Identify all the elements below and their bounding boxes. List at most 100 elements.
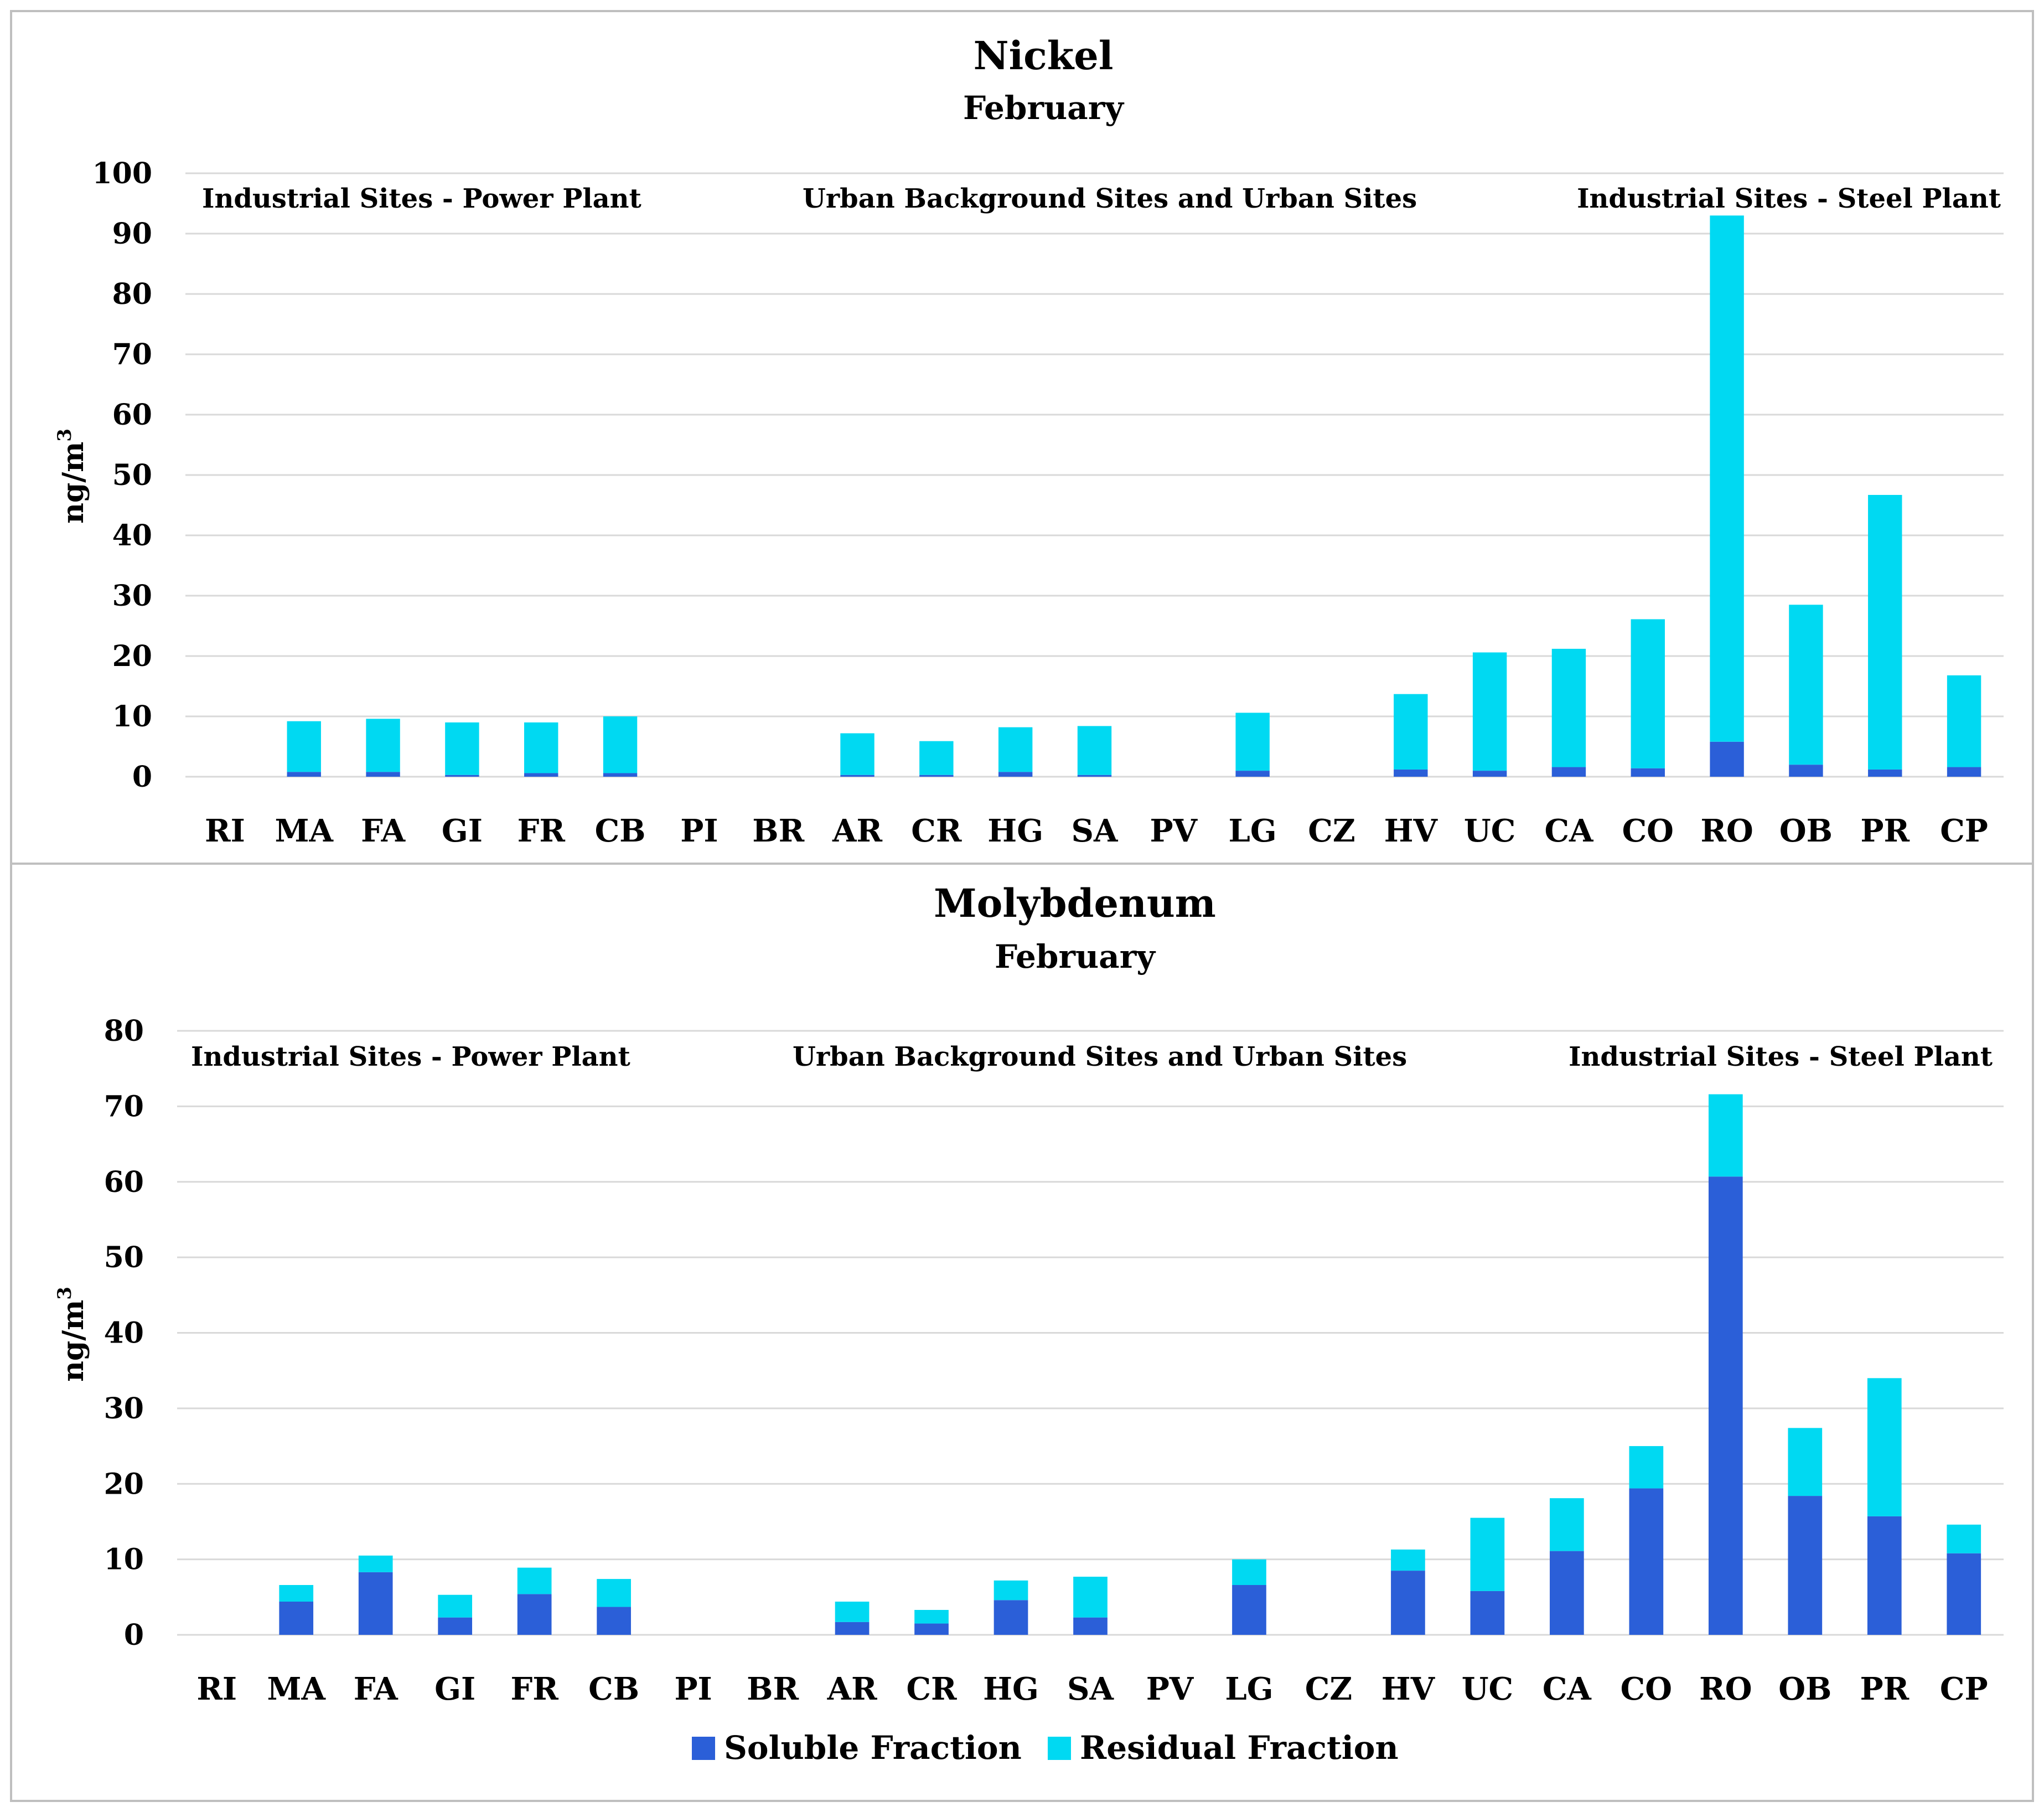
nickel-bar-ca-soluble	[1551, 767, 1586, 777]
molybdenum-bar-pr-soluble	[1867, 1516, 1902, 1635]
nickel-chart-panel: Nickel February ng/m3 0 10 20 30 40 50 60 70 80 9…	[10, 10, 2034, 865]
nickel-bar-ar-soluble	[840, 775, 874, 777]
nickel-bar-cp-soluble	[1947, 767, 1981, 777]
molybdenum-region-label: Industrial Sites - Steel Plant	[1569, 1041, 1993, 1072]
nickel-chart-frame	[10, 10, 2034, 865]
molybdenum-bar-cr-residual	[914, 1609, 949, 1624]
molybdenum-x-tick-label: SA	[1067, 1671, 1114, 1707]
molybdenum-x-tick-label: LG	[1225, 1671, 1273, 1707]
molybdenum-bar-cb-residual	[597, 1579, 631, 1607]
molybdenum-bar-lg-residual	[1232, 1559, 1266, 1585]
nickel-bar-uc-soluble	[1472, 771, 1507, 777]
nickel-y-tick-label: 60	[112, 398, 152, 432]
molybdenum-bar-sa-soluble	[1073, 1617, 1108, 1635]
molybdenum-bar-fr-residual	[517, 1567, 552, 1594]
molybdenum-bar-gi-soluble	[438, 1617, 473, 1635]
nickel-bar-cb-residual	[603, 716, 638, 773]
nickel-x-tick-label: CB	[595, 813, 646, 849]
nickel-x-tick-label: RO	[1700, 813, 1753, 849]
nickel-x-tick-label: HG	[987, 813, 1043, 849]
molybdenum-chart-subtitle: February	[995, 938, 1156, 975]
molybdenum-x-tick-label: UC	[1462, 1671, 1513, 1707]
molybdenum-y-tick-label: 20	[104, 1467, 144, 1501]
nickel-bar-ob-soluble	[1789, 765, 1823, 777]
molybdenum-x-tick-label: CR	[906, 1671, 957, 1707]
molybdenum-y-tick-label: 10	[104, 1543, 144, 1577]
molybdenum-y-tick-label: 50	[104, 1241, 144, 1274]
molybdenum-bar-ca-residual	[1550, 1498, 1584, 1551]
nickel-bar-cr-residual	[919, 741, 954, 775]
nickel-bar-ma-soluble	[287, 772, 321, 777]
molybdenum-x-tick-label: PR	[1860, 1671, 1909, 1707]
nickel-plot-area: 0 10 20 30 40 50 60 70 80 90 100 Industrial Sites -…	[92, 157, 2004, 849]
nickel-y-tick-label: 40	[112, 519, 152, 553]
nickel-bar-pr-residual	[1868, 494, 1902, 770]
nickel-y-tick-label: 70	[112, 338, 152, 371]
nickel-bar-lg-residual	[1235, 713, 1270, 771]
molybdenum-y-tick-label: 80	[104, 1014, 144, 1048]
molybdenum-bar-ob-soluble	[1788, 1496, 1823, 1635]
molybdenum-bar-ar-soluble	[835, 1622, 870, 1635]
nickel-bar-hg-residual	[998, 727, 1033, 772]
nickel-y-tick-label: 80	[112, 277, 152, 311]
nickel-bar-hv-residual	[1394, 694, 1428, 770]
molybdenum-bar-co-residual	[1629, 1446, 1664, 1489]
nickel-y-tick-label: 90	[112, 217, 152, 251]
nickel-bar-hg-soluble	[998, 772, 1033, 777]
nickel-bar-fa-soluble	[366, 772, 400, 777]
nickel-x-tick-label: FA	[361, 813, 406, 849]
molybdenum-x-tick-label: AR	[827, 1671, 877, 1707]
molybdenum-chart-panel: Molybdenum February ng/m3 0 10 20 30 40 50 60 7…	[10, 863, 2034, 1802]
molybdenum-bar-ca-soluble	[1550, 1551, 1584, 1635]
nickel-bar-hv-soluble	[1394, 769, 1428, 777]
molybdenum-x-tick-label: RI	[196, 1671, 237, 1707]
nickel-x-tick-label: UC	[1464, 813, 1515, 849]
nickel-x-tick-label: PR	[1860, 813, 1910, 849]
nickel-chart-subtitle: February	[963, 89, 1125, 127]
nickel-bar-gi-residual	[445, 722, 479, 775]
molybdenum-bar-lg-soluble	[1232, 1584, 1266, 1635]
molybdenum-y-tick-label: 30	[104, 1392, 144, 1426]
nickel-bar-ro-soluble	[1710, 741, 1744, 777]
nickel-y-tick-label: 100	[92, 157, 152, 190]
molybdenum-bar-fa-soluble	[358, 1572, 393, 1635]
nickel-bar-fr-soluble	[524, 773, 558, 777]
molybdenum-bar-cp-residual	[1947, 1524, 1981, 1553]
molybdenum-x-tick-label: CZ	[1305, 1671, 1352, 1707]
nickel-y-tick-label: 0	[132, 760, 152, 794]
nickel-bar-uc-residual	[1472, 652, 1507, 771]
molybdenum-x-tick-label: HG	[983, 1671, 1039, 1707]
legend-swatch-soluble	[692, 1737, 715, 1760]
legend: Soluble Fraction Residual Fraction	[692, 1729, 1399, 1767]
nickel-bar-cr-soluble	[919, 775, 954, 777]
molybdenum-region-label: Urban Background Sites and Urban Sites	[793, 1041, 1407, 1072]
molybdenum-x-tick-label: FA	[354, 1671, 399, 1707]
nickel-bar-co-residual	[1631, 619, 1665, 768]
molybdenum-bar-ob-residual	[1788, 1428, 1823, 1496]
molybdenum-bar-ar-residual	[835, 1601, 870, 1622]
nickel-region-label: Urban Background Sites and Urban Sites	[803, 183, 1417, 214]
nickel-x-tick-label: CO	[1622, 813, 1674, 849]
molybdenum-x-tick-label: GI	[434, 1671, 475, 1707]
molybdenum-plot-area: 0 10 20 30 40 50 60 70 80 Industrial Sites - Powe…	[104, 1014, 2004, 1707]
molybdenum-x-tick-label: HV	[1381, 1671, 1436, 1707]
nickel-chart-title: Nickel	[974, 33, 1114, 79]
molybdenum-y-axis-label: ng/m3	[54, 1287, 90, 1382]
nickel-x-tick-label: PV	[1150, 813, 1198, 849]
nickel-x-tick-label: CP	[1940, 813, 1988, 849]
molybdenum-bar-hg-residual	[993, 1580, 1028, 1601]
molybdenum-x-tick-label: OB	[1778, 1671, 1831, 1707]
molybdenum-x-tick-label: CP	[1940, 1671, 1988, 1707]
nickel-bar-cp-residual	[1947, 675, 1981, 767]
nickel-bar-co-soluble	[1631, 768, 1665, 777]
molybdenum-bar-cb-soluble	[597, 1607, 631, 1635]
nickel-x-tick-label: AR	[832, 813, 882, 849]
nickel-x-tick-label: GI	[442, 813, 483, 849]
nickel-x-tick-label: FR	[518, 813, 566, 849]
molybdenum-bar-uc-residual	[1470, 1517, 1505, 1591]
nickel-bar-ar-residual	[840, 733, 874, 775]
nickel-x-tick-label: OB	[1779, 813, 1833, 849]
molybdenum-y-tick-label: 0	[124, 1618, 144, 1652]
nickel-y-tick-label: 50	[112, 458, 152, 492]
molybdenum-bar-fa-residual	[358, 1555, 393, 1572]
